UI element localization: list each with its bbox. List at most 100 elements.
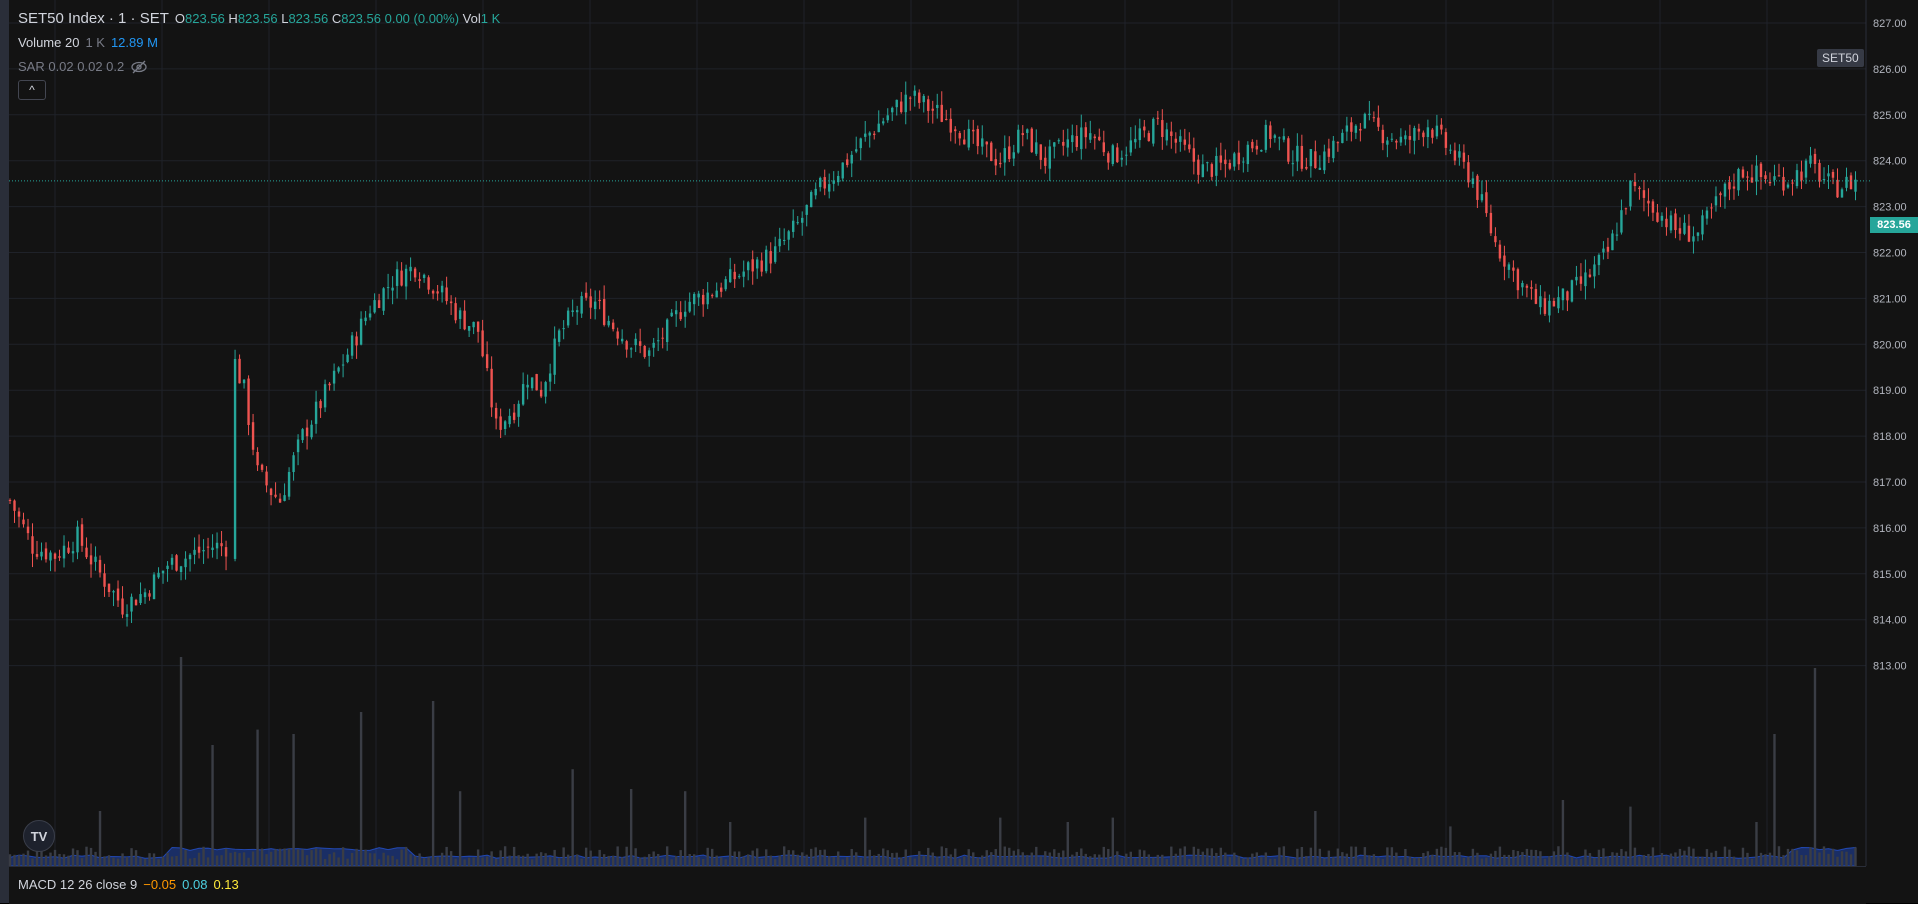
candle-body (391, 287, 394, 291)
candle-body (1827, 173, 1830, 177)
candle-body (490, 368, 493, 408)
volume-bar (765, 849, 768, 866)
candle-body (323, 384, 327, 408)
volume-bar (859, 857, 862, 866)
candle-body (1669, 215, 1673, 231)
candle-body (1021, 133, 1024, 136)
macd-pane[interactable] (9, 866, 1866, 904)
volume-bar (386, 855, 390, 866)
volume-bar (1530, 849, 1533, 866)
collapse-legend-button[interactable]: ^ (18, 80, 46, 100)
candle-body (188, 554, 192, 560)
candle-body (1363, 113, 1367, 129)
candle-body (593, 301, 597, 310)
candle-body (859, 138, 862, 149)
price-tick-label: 823.00 (1873, 202, 1907, 214)
volume-bar (999, 817, 1002, 866)
sar-legend[interactable]: SAR 0.02 0.02 0.2 (18, 59, 148, 74)
candle-body (954, 129, 957, 132)
macd-legend[interactable]: MACD 12 26 close 9 −0.05 0.08 0.13 (18, 877, 239, 892)
candle-body (661, 337, 664, 339)
candle-body (1804, 160, 1808, 178)
candle-body (1687, 225, 1691, 242)
volume-bar (562, 847, 565, 866)
volume-bar (873, 855, 876, 866)
candle-body (1642, 190, 1646, 198)
macd-indicator-name[interactable]: MACD 12 26 close 9 (18, 877, 138, 892)
volume-bar (440, 852, 444, 866)
candle-body (1539, 296, 1542, 308)
candle-body (1552, 300, 1556, 307)
volume-bar (593, 858, 597, 866)
volume-bar (1669, 853, 1673, 866)
volume-bar (1084, 853, 1087, 866)
candle-body (157, 572, 160, 578)
candle-body (918, 92, 921, 103)
candle-body (26, 526, 30, 534)
candle-body (1633, 181, 1637, 187)
candle-body (1575, 276, 1578, 281)
volume-bar (1701, 856, 1704, 866)
candle-body (1165, 129, 1169, 141)
volume-bar (882, 848, 885, 866)
sar-indicator-name[interactable]: SAR 0.02 0.02 0.2 (18, 59, 125, 74)
volume-bar (1183, 846, 1187, 866)
candle-body (1228, 163, 1232, 169)
candle-body (350, 335, 354, 356)
volume-bar (746, 854, 750, 866)
candle-body (242, 379, 246, 384)
volume-indicator-name[interactable]: Volume 20 (18, 35, 80, 50)
candle-body (877, 123, 880, 133)
candle-body (1525, 285, 1529, 288)
volume-bar (1795, 850, 1799, 866)
volume-bar (1539, 851, 1542, 866)
eye-crossed-icon[interactable] (130, 60, 148, 74)
candle-body (638, 341, 642, 346)
tradingview-logo-icon[interactable]: TV (23, 820, 55, 852)
volume-bar (828, 855, 831, 866)
candle-body (823, 177, 826, 189)
candle-body (1764, 175, 1767, 179)
candle-body (1350, 122, 1353, 132)
volume-bar (161, 856, 165, 866)
candle-body (864, 133, 867, 137)
volume-bar (1665, 855, 1668, 866)
volume-bar (1827, 853, 1830, 866)
candle-body (247, 378, 250, 425)
volume-bar (395, 859, 399, 866)
candle-body (575, 310, 579, 313)
volume-bar (449, 851, 453, 866)
candle-body (1314, 151, 1317, 169)
candle-body (94, 556, 97, 562)
candle-body (999, 162, 1002, 165)
volume-bar (1476, 852, 1479, 866)
volume-bar (850, 848, 853, 866)
volume-bar (1039, 856, 1042, 866)
candle-body (616, 331, 619, 339)
candle-body (139, 594, 142, 603)
symbol-legend[interactable]: SET50 Index · 1 · SET O823.56 H823.56 L8… (18, 10, 500, 27)
volume-bar (49, 852, 52, 866)
candle-body (1066, 139, 1069, 148)
candle-body (418, 279, 421, 282)
candle-body (31, 536, 34, 554)
volume-bar (13, 854, 16, 866)
volume-bar (481, 857, 484, 866)
candle-body (215, 542, 219, 549)
volume-bar (53, 849, 57, 866)
volume-bar (265, 854, 268, 866)
candle-body (1606, 246, 1610, 252)
candle-body (819, 177, 822, 188)
candle-body (1656, 212, 1659, 222)
candle-body (1413, 127, 1416, 141)
candle-body (413, 268, 417, 278)
volume-bar (1026, 854, 1029, 866)
volume-legend[interactable]: Volume 20 1 K 12.89 M (18, 35, 158, 50)
volume-bar (1350, 846, 1353, 866)
candle-body (1129, 140, 1133, 153)
candle-body (927, 99, 930, 111)
candle-body (197, 546, 201, 553)
candle-body (656, 340, 660, 342)
symbol-name[interactable]: SET50 Index · 1 · SET (18, 10, 169, 27)
